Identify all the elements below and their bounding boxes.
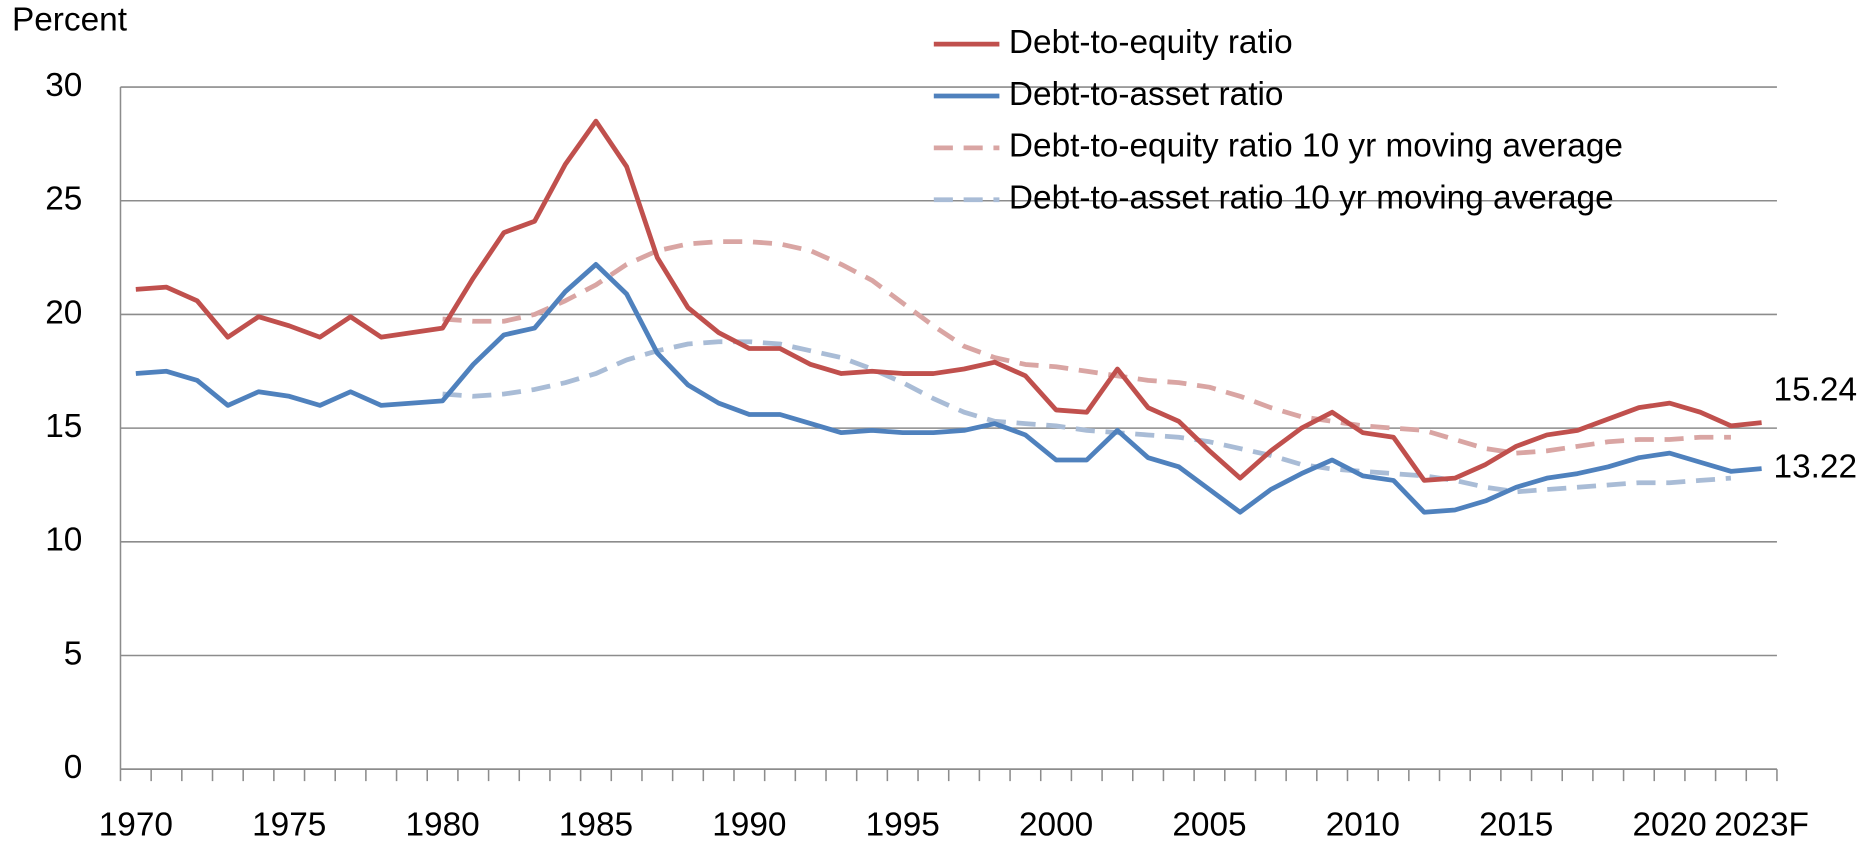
y-axis-label: Percent (12, 1, 128, 38)
series-line (135, 262, 1762, 515)
x-tick-label: 2000 (1019, 806, 1093, 843)
x-tick-label: 1980 (405, 806, 479, 843)
legend-label: Debt-to-equity ratio (1009, 24, 1293, 61)
y-tick-label: 20 (45, 294, 82, 331)
x-tick-label: 2023F (1714, 806, 1809, 843)
series-line (442, 339, 1732, 495)
legend-label: Debt-to-equity ratio 10 yr moving averag… (1009, 128, 1623, 165)
series-line (135, 118, 1762, 483)
legend-label: Debt-to-asset ratio (1009, 76, 1284, 113)
x-tick-label: 2020 (1632, 806, 1706, 843)
x-tick-label: 2015 (1479, 806, 1553, 843)
series-line (442, 239, 1731, 456)
legend-label: Debt-to-asset ratio 10 yr moving average (1009, 180, 1614, 217)
y-tick-label: 25 (45, 181, 82, 218)
x-tick-label: 1995 (866, 806, 940, 843)
y-tick-label: 5 (64, 635, 83, 672)
x-tick-label: 1975 (252, 806, 326, 843)
y-tick-label: 10 (45, 522, 82, 559)
x-tick-label: 1990 (712, 806, 786, 843)
data-label: 13.22 (1774, 448, 1858, 485)
y-tick-label: 30 (45, 67, 82, 104)
x-tick-label: 2005 (1172, 806, 1246, 843)
x-tick-label: 2010 (1326, 806, 1400, 843)
y-tick-label: 0 (64, 749, 83, 786)
x-tick-label: 1970 (99, 806, 173, 843)
y-tick-label: 15 (45, 408, 82, 445)
x-tick-label: 1985 (559, 806, 633, 843)
data-label: 15.24 (1774, 371, 1858, 408)
